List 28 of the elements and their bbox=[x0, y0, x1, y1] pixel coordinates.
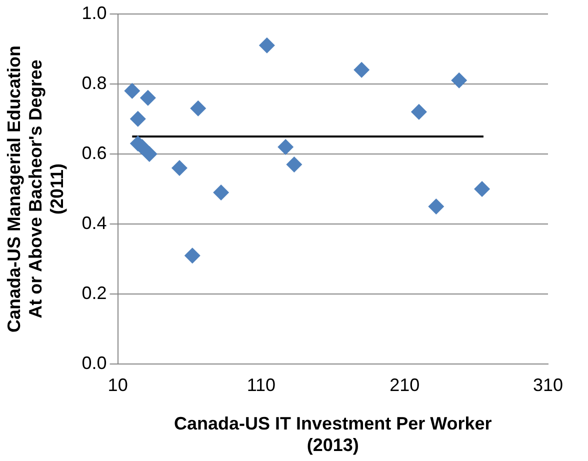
x-tick-label: 210 bbox=[390, 374, 420, 395]
point bbox=[124, 82, 140, 99]
y-tick-label: 0.4 bbox=[82, 213, 107, 234]
y-tick-label: 0.8 bbox=[82, 72, 107, 93]
x-tick-label: 10 bbox=[108, 374, 128, 395]
point bbox=[474, 181, 490, 197]
point bbox=[258, 37, 275, 54]
point bbox=[190, 100, 206, 116]
y-tick-label: 0.2 bbox=[82, 283, 107, 304]
y-axis-title: Canada-US Managerial Education At or Above Bacheor's Degree (2011) bbox=[4, 45, 67, 333]
point bbox=[141, 146, 158, 162]
point bbox=[286, 156, 302, 172]
point bbox=[184, 248, 200, 264]
point bbox=[140, 90, 156, 106]
point bbox=[410, 104, 427, 120]
x-axis-title: Canada-US IT Investment Per Worker (2013) bbox=[174, 414, 492, 456]
y-tick-label: 0.0 bbox=[82, 353, 107, 374]
x-tick-label: 110 bbox=[246, 374, 276, 395]
point bbox=[354, 62, 370, 78]
point bbox=[171, 160, 188, 176]
point bbox=[428, 198, 444, 215]
point bbox=[130, 110, 146, 127]
x-tick-label: 310 bbox=[532, 374, 564, 395]
y-tick-label: 0.6 bbox=[82, 142, 107, 163]
point bbox=[451, 72, 468, 88]
y-tick-label: 1.0 bbox=[82, 2, 107, 23]
point bbox=[278, 138, 294, 155]
point bbox=[213, 184, 230, 201]
